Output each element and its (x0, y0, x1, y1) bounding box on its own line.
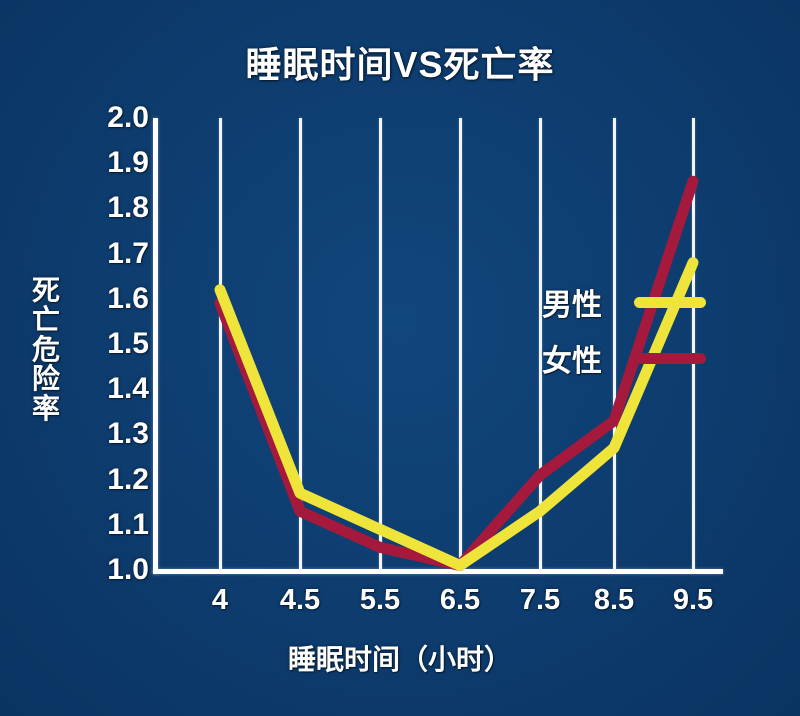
y-tick-label: 2.0 (107, 101, 149, 134)
y-tick-label: 1.2 (107, 462, 149, 496)
x-tick-label: 8.5 (593, 584, 635, 616)
x-tick-label: 4.5 (279, 584, 321, 616)
legend-item-female: 女性 (542, 336, 706, 380)
gridline-4.5 (298, 118, 302, 570)
y-tick-label: 1.5 (107, 327, 149, 360)
y-axis-line (153, 118, 158, 574)
y-axis-title: 死亡危险率 (31, 275, 60, 424)
y-tick-label: 1.3 (107, 417, 149, 451)
gridline-7.5 (538, 118, 542, 570)
legend-label-female: 女性 (542, 345, 602, 378)
x-tick-label: 6.5 (439, 584, 481, 616)
legend-label-male: 男性 (542, 289, 602, 322)
series-layer (214, 175, 699, 571)
series-line-男性 (214, 257, 699, 571)
x-tick-label: 9.5 (672, 584, 714, 616)
y-tick-label: 1.1 (107, 507, 149, 541)
y-tick-label: 1.6 (107, 281, 149, 315)
gridline-8.5 (612, 118, 616, 570)
y-tick-label: 1.4 (107, 372, 149, 406)
y-tick-label: 1.0 (107, 553, 149, 586)
legend-swatch-male (634, 296, 706, 308)
legend: 男性 女性 (542, 280, 706, 380)
gridline-6.5 (458, 118, 462, 570)
x-tick-label: 5.5 (359, 584, 401, 616)
plot-area: 2.0 1.9 1.8 1.7 1.6 1.5 1.4 1.3 1.2 1.1 1.0 4 4.5 5.… (107, 101, 723, 616)
gridline-9.5 (691, 118, 695, 570)
x-tick-label: 7.5 (519, 584, 561, 616)
y-tick-label: 1.9 (107, 146, 149, 180)
legend-swatch-female (634, 352, 706, 364)
y-tick-label: 1.7 (107, 236, 149, 270)
x-axis-title: 睡眠时间（小时） (287, 644, 512, 675)
y-tick-label: 1.8 (107, 191, 149, 225)
gridline-4 (218, 118, 222, 570)
x-axis-line (153, 569, 723, 574)
x-tick-label: 4 (211, 584, 229, 616)
legend-item-male: 男性 (542, 280, 706, 324)
chart-title: 睡眠时间VS死亡率 (245, 44, 555, 85)
gridline-5.5 (378, 118, 382, 570)
